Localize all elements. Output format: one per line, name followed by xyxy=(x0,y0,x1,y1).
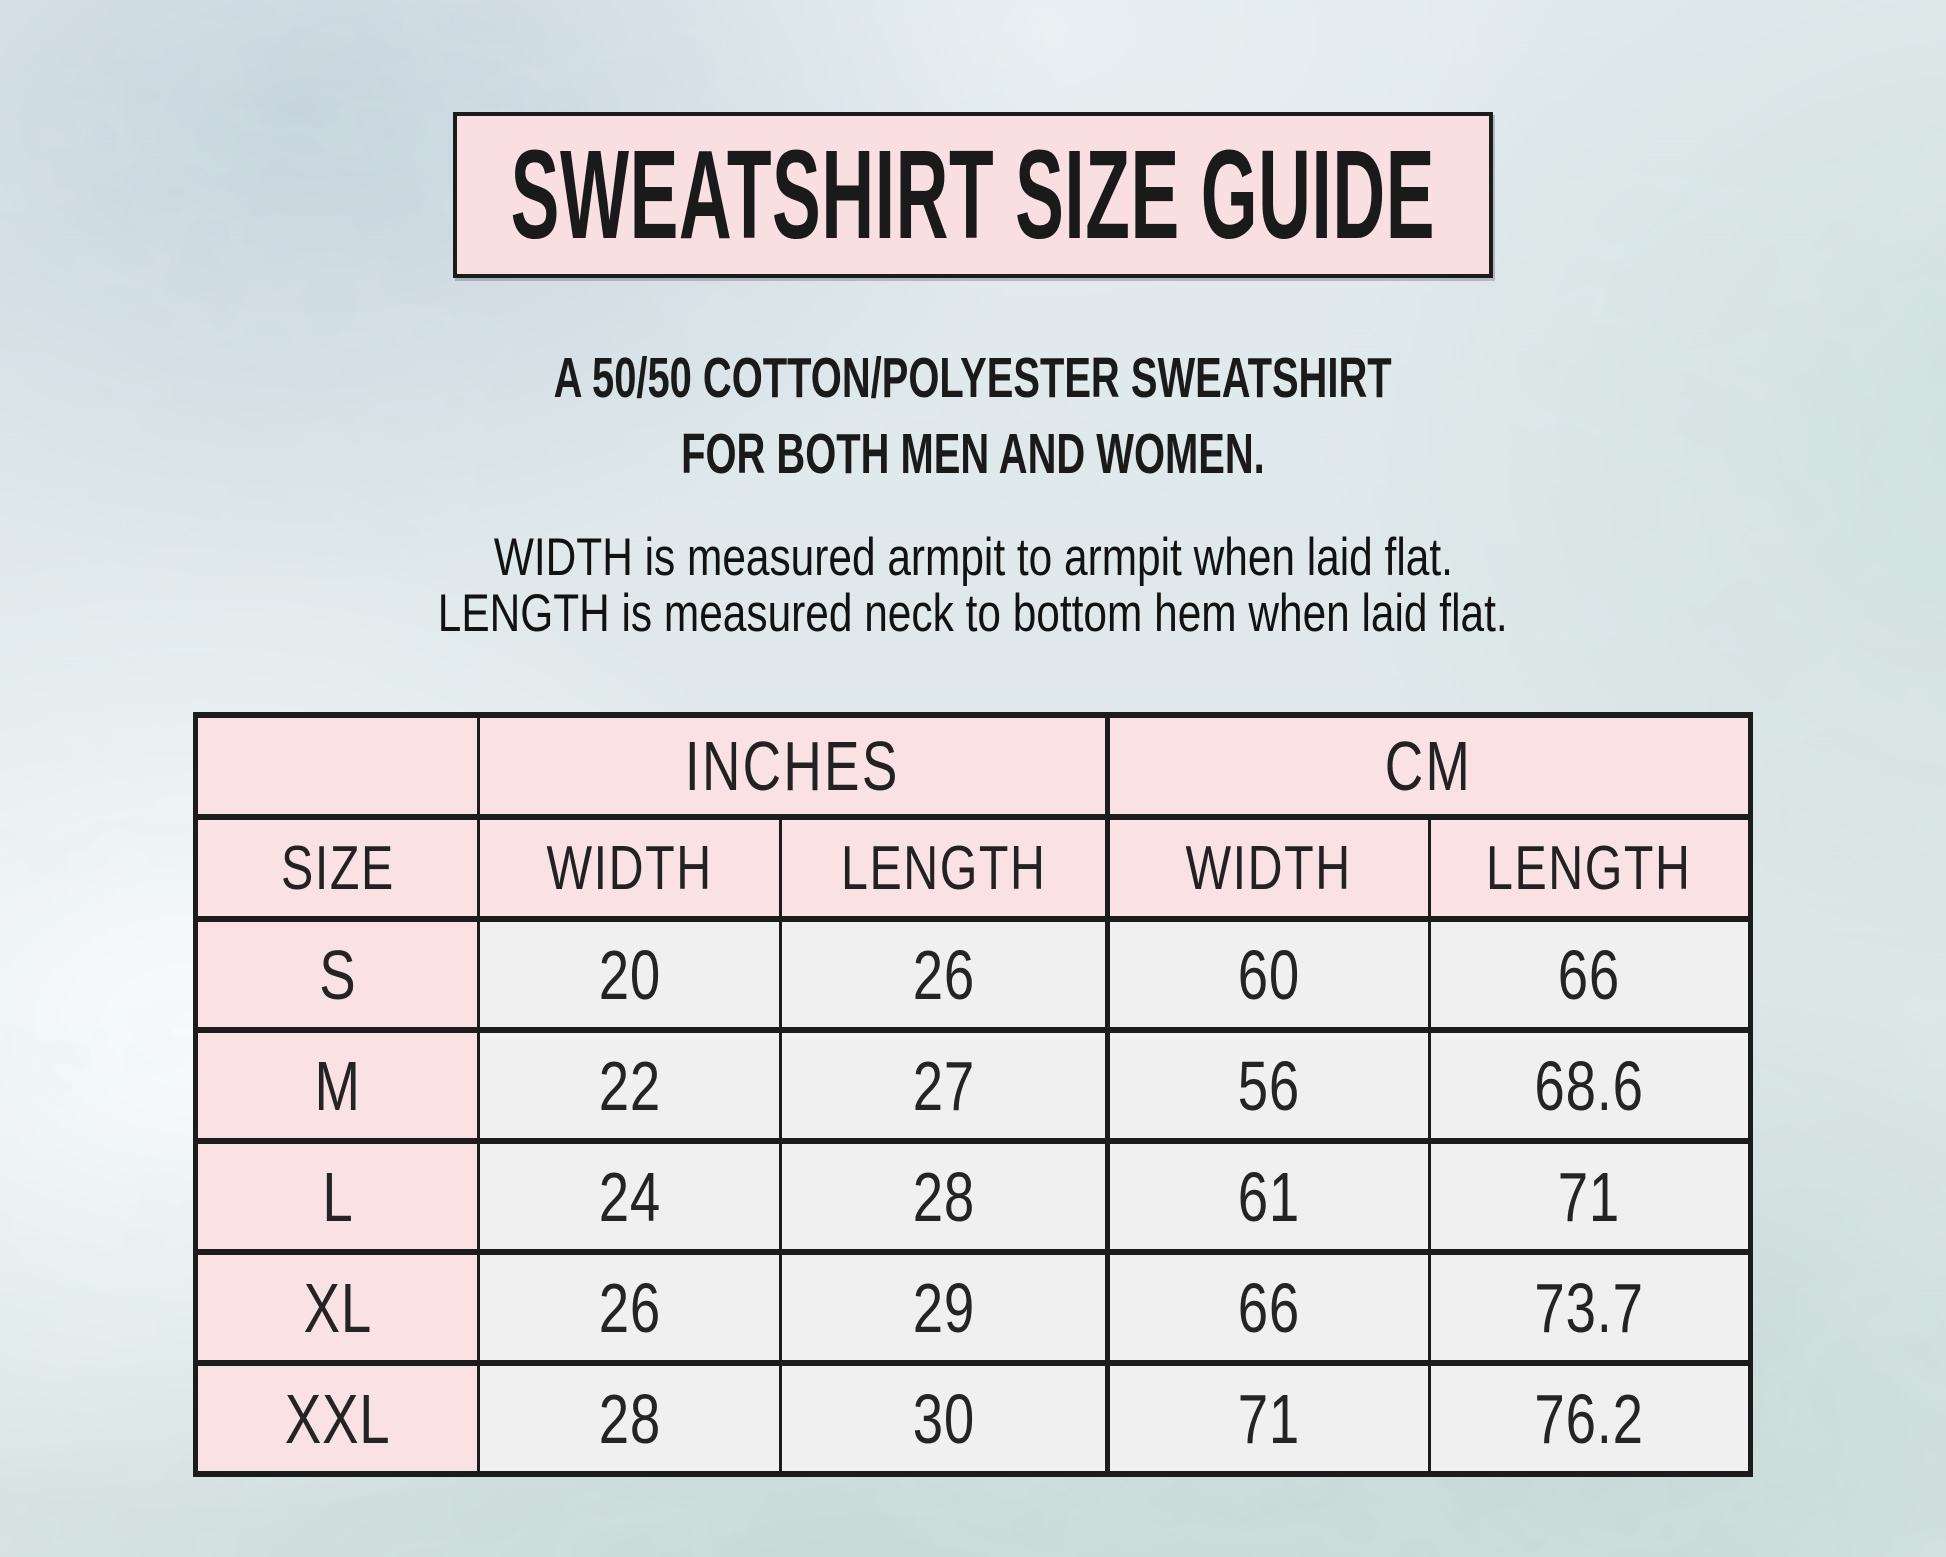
size-value: XXL xyxy=(285,1379,391,1458)
length-cm-cell: 68.6 xyxy=(1427,1027,1752,1144)
size-value: L xyxy=(322,1157,354,1236)
description: A 50/50 COTTON/POLYESTER SWEATSHIRT FOR … xyxy=(0,340,1946,492)
size-cell: M xyxy=(194,1027,481,1144)
length-in-value: 29 xyxy=(912,1268,975,1347)
width-in-header-text: WIDTH xyxy=(546,833,714,903)
length-cm-cell: 73.7 xyxy=(1427,1249,1752,1366)
width-in-value: 20 xyxy=(598,935,662,1014)
table-row-l: L 24 28 61 71 xyxy=(194,1138,1752,1255)
size-cell: XXL xyxy=(194,1360,481,1477)
cm-header-cell: CM xyxy=(1104,712,1752,820)
width-in-header-cell: WIDTH xyxy=(477,814,783,922)
length-cm-cell: 66 xyxy=(1427,916,1752,1033)
width-in-cell: 22 xyxy=(477,1027,783,1144)
measure-notes: WIDTH is measured armpit to armpit when … xyxy=(0,530,1946,642)
length-cm-cell: 71 xyxy=(1427,1138,1752,1255)
inches-header-text: INCHES xyxy=(685,727,900,805)
width-in-value: 28 xyxy=(598,1379,662,1458)
size-cell: L xyxy=(194,1138,481,1255)
length-cm-value: 68.6 xyxy=(1534,1046,1644,1125)
length-in-value: 26 xyxy=(912,935,975,1014)
column-header-row: SIZE WIDTH LENGTH WIDTH LENGTH xyxy=(194,814,1752,922)
length-cm-header-text: LENGTH xyxy=(1486,833,1692,903)
length-in-header-cell: LENGTH xyxy=(779,814,1109,922)
size-value: S xyxy=(319,935,357,1014)
width-in-cell: 26 xyxy=(477,1249,783,1366)
measure-note-length-text: LENGTH is measured neck to bottom hem wh… xyxy=(438,584,1508,643)
width-cm-value: 71 xyxy=(1237,1379,1300,1458)
length-cm-value: 71 xyxy=(1557,1157,1621,1236)
measure-note-width-text: WIDTH is measured armpit to armpit when … xyxy=(493,528,1453,587)
length-in-cell: 26 xyxy=(779,916,1109,1033)
description-line-1-text: A 50/50 COTTON/POLYESTER SWEATSHIRT xyxy=(553,346,1393,410)
length-cm-value: 76.2 xyxy=(1534,1379,1644,1458)
length-cm-value: 66 xyxy=(1557,935,1621,1014)
width-cm-value: 61 xyxy=(1237,1157,1300,1236)
width-cm-header-text: WIDTH xyxy=(1185,833,1352,903)
length-in-value: 30 xyxy=(912,1379,975,1458)
size-cell: XL xyxy=(194,1249,481,1366)
measure-note-width: WIDTH is measured armpit to armpit when … xyxy=(0,530,1946,586)
length-cm-value: 73.7 xyxy=(1534,1268,1644,1347)
width-in-value: 24 xyxy=(598,1157,662,1236)
width-cm-header-cell: WIDTH xyxy=(1104,814,1431,922)
length-in-cell: 28 xyxy=(779,1138,1109,1255)
width-in-value: 26 xyxy=(598,1268,662,1347)
width-cm-value: 66 xyxy=(1237,1268,1300,1347)
size-header-cell: SIZE xyxy=(194,814,481,922)
description-line-1: A 50/50 COTTON/POLYESTER SWEATSHIRT xyxy=(0,340,1946,416)
width-cm-cell: 66 xyxy=(1104,1249,1431,1366)
length-in-value: 27 xyxy=(912,1046,975,1125)
width-in-cell: 28 xyxy=(477,1360,783,1477)
size-cell: S xyxy=(194,916,481,1033)
size-header-text: SIZE xyxy=(281,833,395,903)
width-cm-cell: 56 xyxy=(1104,1027,1431,1144)
size-value: M xyxy=(314,1046,362,1125)
page-title: SWEATSHIRT SIZE GUIDE xyxy=(510,124,1436,265)
width-cm-cell: 71 xyxy=(1104,1360,1431,1477)
size-table: INCHES CM SIZE WIDTH LENGTH xyxy=(193,712,1753,1477)
length-cm-cell: 76.2 xyxy=(1427,1360,1752,1477)
width-in-cell: 20 xyxy=(477,916,783,1033)
table-row-xxl: XXL 28 30 71 76.2 xyxy=(194,1360,1752,1477)
corner-cell xyxy=(194,712,481,820)
width-cm-cell: 60 xyxy=(1104,916,1431,1033)
width-cm-value: 56 xyxy=(1237,1046,1300,1125)
length-in-header-text: LENGTH xyxy=(840,833,1047,903)
width-cm-cell: 61 xyxy=(1104,1138,1431,1255)
description-line-2-text: FOR BOTH MEN AND WOMEN. xyxy=(681,422,1265,486)
length-in-cell: 30 xyxy=(779,1360,1109,1477)
description-line-2: FOR BOTH MEN AND WOMEN. xyxy=(0,416,1946,492)
cm-header-text: CM xyxy=(1384,727,1473,805)
length-in-cell: 29 xyxy=(779,1249,1109,1366)
table-row-m: M 22 27 56 68.6 xyxy=(194,1027,1752,1144)
table-row-xl: XL 26 29 66 73.7 xyxy=(194,1249,1752,1366)
size-value: XL xyxy=(303,1268,373,1347)
unit-header-row: INCHES CM xyxy=(194,712,1752,820)
title-banner: SWEATSHIRT SIZE GUIDE xyxy=(453,112,1493,278)
inches-header-cell: INCHES xyxy=(477,712,1109,820)
table-row-s: S 20 26 60 66 xyxy=(194,916,1752,1033)
length-cm-header-cell: LENGTH xyxy=(1427,814,1752,922)
length-in-cell: 27 xyxy=(779,1027,1109,1144)
width-cm-value: 60 xyxy=(1237,935,1300,1014)
width-in-cell: 24 xyxy=(477,1138,783,1255)
width-in-value: 22 xyxy=(598,1046,662,1125)
length-in-value: 28 xyxy=(912,1157,975,1236)
measure-note-length: LENGTH is measured neck to bottom hem wh… xyxy=(0,586,1946,642)
